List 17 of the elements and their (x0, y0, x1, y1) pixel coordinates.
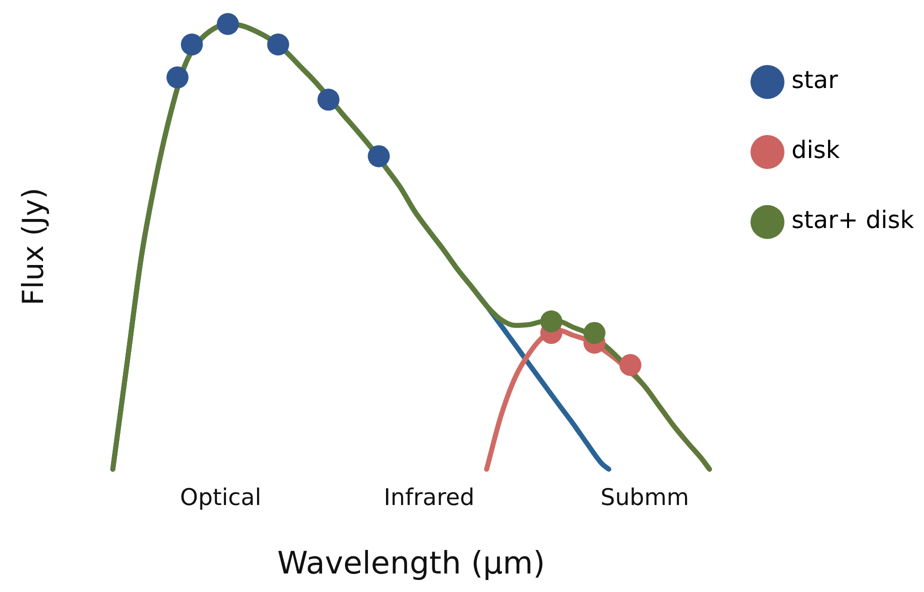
point (180, 33, 203, 56)
point (540, 310, 562, 332)
point (267, 33, 290, 56)
legend-label: star+ disk (791, 206, 914, 234)
y-axis-title: Flux (Jy) (16, 188, 50, 306)
x-tick-label: Infrared (384, 484, 474, 511)
point (166, 66, 188, 88)
legend-label: disk (791, 136, 840, 164)
x-tick-label: Submm (600, 484, 690, 511)
x-tick-label: Optical (180, 484, 262, 511)
point (619, 354, 642, 376)
point (583, 322, 606, 344)
x-axis-title: Wavelength (µm) (277, 545, 546, 582)
legend-label: star (791, 66, 838, 94)
point (216, 13, 239, 35)
point (368, 145, 390, 168)
point (317, 88, 340, 111)
